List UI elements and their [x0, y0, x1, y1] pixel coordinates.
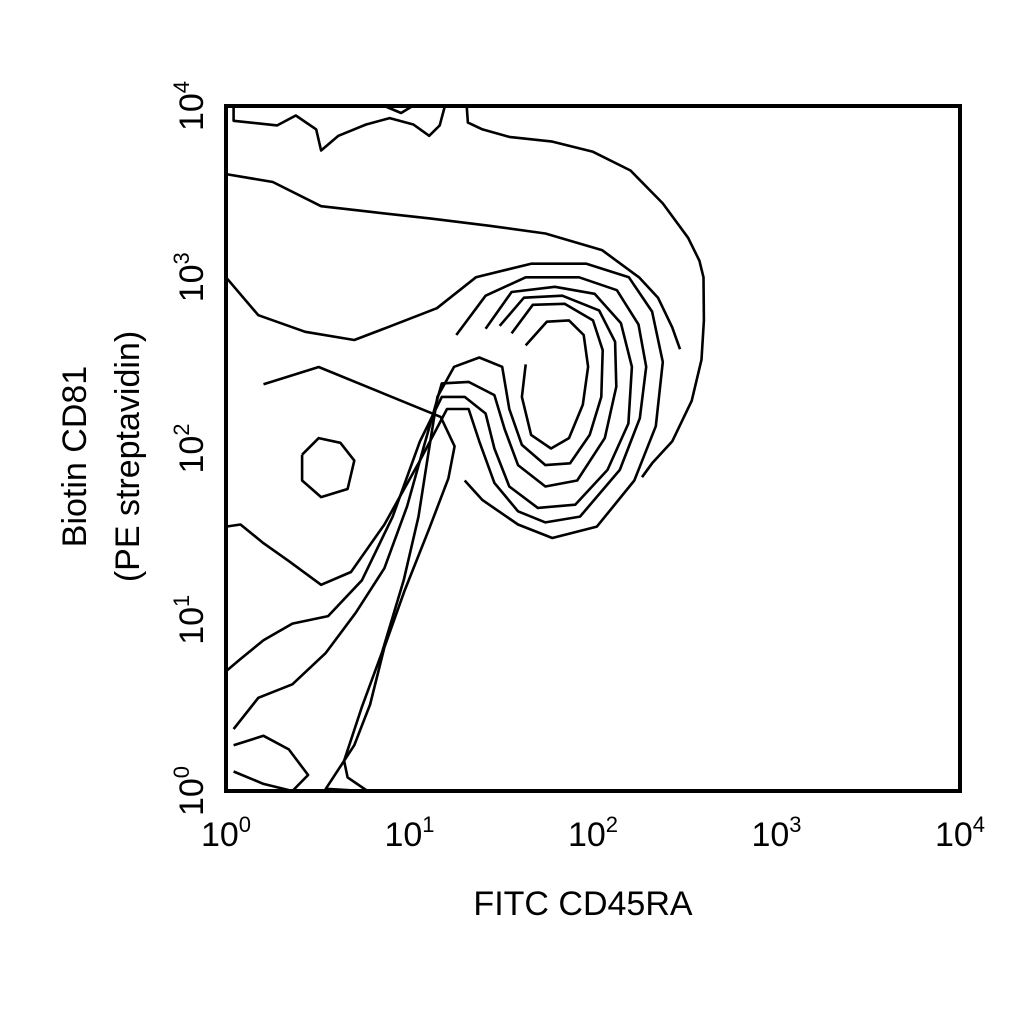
x-tick-label-0: 100: [201, 812, 251, 854]
contour-line-13: [465, 105, 706, 478]
contour-line-4: [225, 275, 648, 587]
x-tick-label-3: 103: [751, 812, 801, 854]
x-tick-label-2: 102: [568, 812, 618, 854]
y-tick-label-1: 101: [169, 595, 211, 645]
contour-line-1: [263, 365, 456, 793]
contour-layer: [225, 104, 706, 793]
contour-line-5: [225, 285, 634, 673]
contour-line-10: [233, 734, 310, 793]
contour-line-8: [520, 319, 590, 450]
contour-line-12: [383, 104, 414, 115]
contour-line-2: [225, 172, 682, 350]
y-tick-label-3: 103: [169, 252, 211, 302]
y-tick-label-0: 100: [169, 766, 211, 816]
x-axis-label: FITC CD45RA: [473, 885, 692, 923]
contour-line-3: [225, 262, 665, 540]
plot-frame: [224, 104, 962, 793]
y-axis-label-line2: (PE streptavidin): [109, 331, 147, 582]
contour-line-11: [232, 105, 447, 152]
y-tick-label-4: 104: [169, 81, 211, 131]
x-tick-label-4: 104: [935, 812, 985, 854]
y-tick-label-2: 102: [169, 423, 211, 473]
contour-line-9: [300, 436, 356, 499]
contour-line-7: [342, 302, 605, 793]
x-tick-label-1: 101: [384, 812, 434, 854]
y-axis-label-line1: Biotin CD81: [56, 366, 94, 547]
x-axis-ticks: 100 101 102 103 104: [201, 812, 985, 854]
contour-line-6: [232, 294, 618, 730]
y-axis-ticks: 100 101 102 103 104: [169, 81, 211, 816]
